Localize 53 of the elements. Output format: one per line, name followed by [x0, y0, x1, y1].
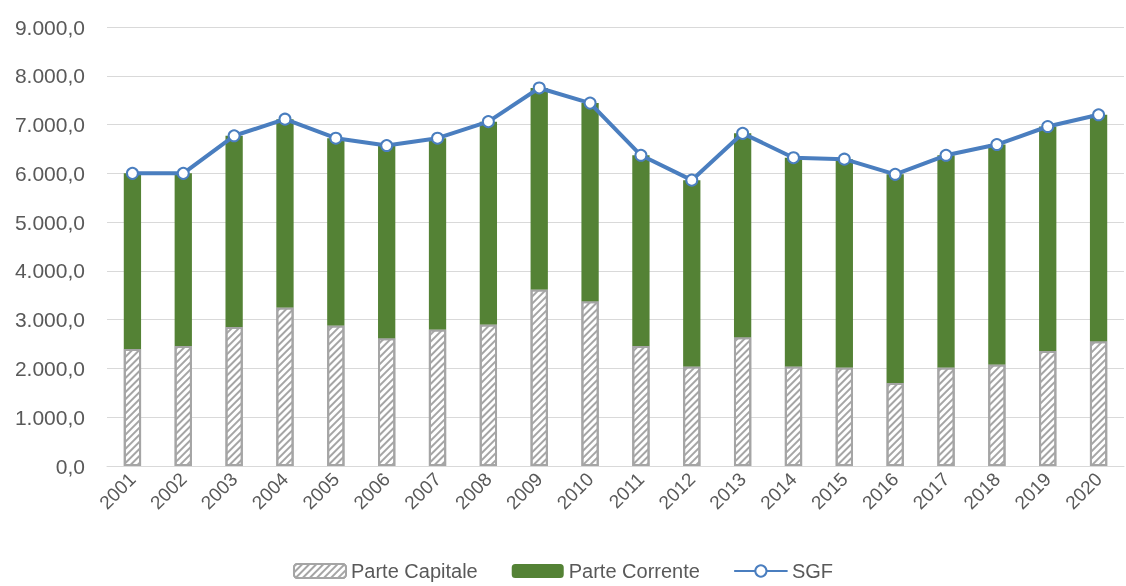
bar — [581, 103, 599, 302]
bar — [937, 155, 955, 368]
bar — [225, 135, 243, 327]
point — [634, 148, 648, 162]
point — [329, 131, 343, 145]
bar — [1039, 126, 1057, 351]
y-tick-label: 9.000,0 — [14, 15, 85, 39]
bar — [327, 138, 345, 326]
y-tick-label: 2.000,0 — [14, 356, 85, 380]
point — [532, 81, 546, 95]
bar — [683, 180, 701, 367]
bar — [276, 119, 294, 308]
bar — [1089, 114, 1108, 342]
y-tick-label: 5.000,0 — [14, 210, 85, 234]
y-tick-label: 6.000,0 — [14, 161, 85, 185]
point — [125, 166, 139, 180]
point — [786, 151, 800, 165]
bar — [174, 173, 192, 347]
point — [736, 126, 750, 140]
y-tick-label: 7.000,0 — [14, 113, 85, 137]
legend-label: Parte Capitale — [350, 560, 478, 582]
point — [583, 96, 597, 110]
bar — [530, 87, 548, 290]
bar — [123, 173, 142, 349]
legend-label: Parte Corrente — [568, 560, 700, 582]
point — [227, 129, 241, 143]
point — [939, 148, 953, 162]
point — [685, 173, 699, 187]
y-tick-label: 4.000,0 — [14, 259, 85, 283]
bar — [428, 138, 447, 330]
legend-label: SGF — [791, 560, 834, 582]
bar — [479, 121, 498, 325]
point — [1092, 108, 1106, 122]
point — [481, 115, 495, 129]
point — [380, 139, 394, 153]
point — [431, 131, 445, 145]
bar — [378, 145, 396, 339]
point — [176, 166, 190, 180]
bar — [632, 155, 650, 347]
bar — [886, 174, 904, 384]
point — [278, 112, 292, 126]
point — [990, 138, 1004, 152]
bar — [784, 157, 803, 367]
point — [1041, 120, 1055, 133]
y-tick-label: 0,0 — [55, 454, 85, 478]
point — [837, 152, 851, 166]
y-tick-label: 1.000,0 — [14, 405, 85, 429]
bar — [733, 133, 752, 338]
bar — [835, 159, 853, 368]
y-tick-label: 8.000,0 — [14, 64, 85, 88]
y-tick-label: 3.000,0 — [14, 308, 85, 332]
bar — [988, 144, 1006, 365]
point — [888, 167, 902, 181]
